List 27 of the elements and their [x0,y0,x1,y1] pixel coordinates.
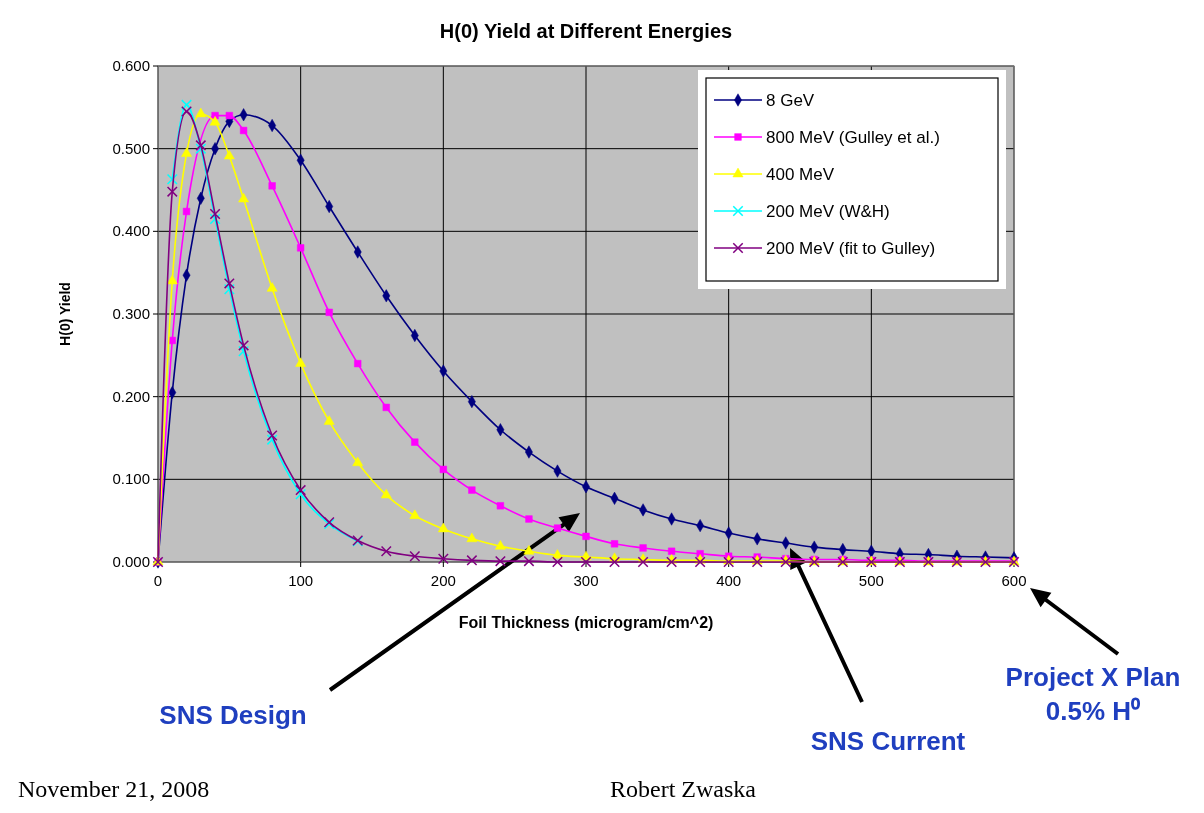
x-tick-label: 0 [153,572,163,589]
legend-label: 400 MeV [766,165,835,184]
y-tick-label: 0.600 [112,57,150,74]
text: November 21, 2008 [18,776,210,802]
y-tick-label: 0.000 [112,553,150,570]
y-tick-label: 0.400 [112,222,150,240]
text: Robert Zwaska [610,776,757,802]
y-tick-label: 0.300 [112,305,150,322]
text: Project X Plan 0.5% H⁰ [1005,662,1181,726]
x-tick-label: 300 [573,572,599,589]
y-tick-label: 0.500 [112,139,150,157]
legend-label: 200 MeV (fit to Gulley) [766,239,936,258]
chart-title: H(0) Yield at Different Energies [439,20,733,42]
x-tick-label: 400 [716,572,742,589]
text: SNS Design [159,700,307,730]
x-axis-title: Foil Thickness (microgram/cm^2) [458,614,714,631]
y-tick-label: 0.200 [112,387,150,405]
x-tick-label: 200 [430,572,456,589]
x-tick-label: 100 [288,572,314,589]
text: SNS Current [810,726,966,756]
x-tick-label: 600 [1001,572,1027,589]
y-axis-title: H(0) Yield [57,282,73,346]
legend-label: 200 MeV (W&H) [766,202,890,221]
x-tick-label: 500 [858,572,884,589]
legend-label: 800 MeV (Gulley et al.) [766,128,940,147]
y-tick-label: 0.100 [112,470,150,488]
legend-label: 8 GeV [766,91,815,110]
